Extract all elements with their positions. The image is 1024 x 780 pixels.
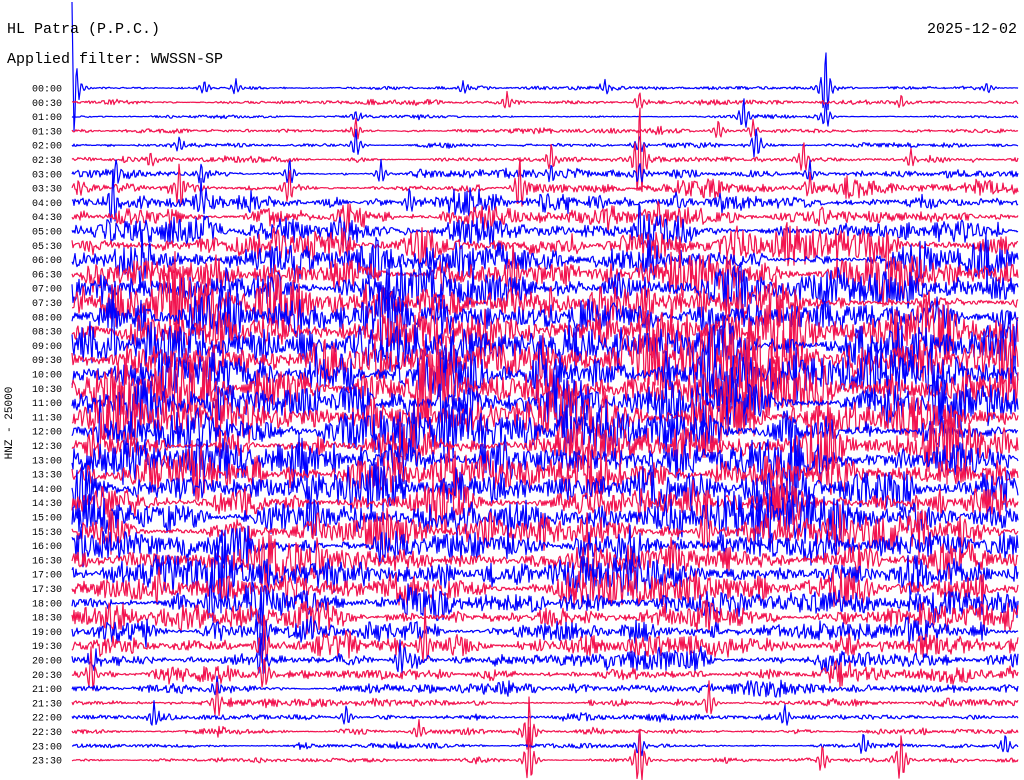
trace-13-00 xyxy=(71,421,1019,505)
trace-00-30 xyxy=(71,90,1019,109)
trace-15-00 xyxy=(71,488,1019,547)
trace-04-30 xyxy=(71,200,1019,234)
trace-19-30 xyxy=(71,607,1019,664)
row-label: 01:00 xyxy=(32,113,62,124)
trace-03-00 xyxy=(71,158,1019,184)
row-label: 21:30 xyxy=(32,699,62,710)
row-label: 04:30 xyxy=(32,213,62,224)
row-label: 02:00 xyxy=(32,142,62,153)
row-label: 23:00 xyxy=(32,742,62,753)
record-date: 2025-12-02 xyxy=(926,21,1017,38)
row-label: 06:30 xyxy=(32,270,62,281)
trace-22-00 xyxy=(71,700,1019,726)
trace-20-30 xyxy=(71,646,1019,692)
row-label: 10:00 xyxy=(32,371,62,382)
trace-08-00 xyxy=(71,268,1019,361)
row-label: 16:30 xyxy=(32,556,62,567)
y-axis-label: HNZ - 25000 xyxy=(4,387,16,460)
trace-19-00 xyxy=(71,592,1019,656)
trace-18-00 xyxy=(71,571,1019,632)
row-label: 23:30 xyxy=(32,757,62,768)
trace-20-00 xyxy=(71,632,1019,675)
trace-11-00 xyxy=(71,367,1019,432)
row-label: 08:00 xyxy=(32,313,62,324)
row-label: 14:00 xyxy=(32,485,62,496)
row-label: 20:30 xyxy=(32,671,62,682)
row-label: 07:00 xyxy=(32,285,62,296)
trace-03-30 xyxy=(71,157,1019,207)
row-label: 15:30 xyxy=(32,528,62,539)
row-label: 22:30 xyxy=(32,728,62,739)
row-label: 18:00 xyxy=(32,599,62,610)
row-label: 10:30 xyxy=(32,385,62,396)
trace-05-30 xyxy=(71,222,1019,267)
trace-01-00 xyxy=(71,98,1019,128)
row-label: 14:30 xyxy=(32,499,62,510)
row-label: 22:00 xyxy=(32,714,62,725)
trace-04-00 xyxy=(71,168,1019,223)
trace-14-00 xyxy=(71,457,1019,519)
trace-23-00 xyxy=(71,732,1019,757)
row-label: 17:00 xyxy=(32,571,62,582)
row-label: 05:30 xyxy=(32,242,62,253)
trace-15-30 xyxy=(71,490,1019,560)
station-title: HL Patra (P.P.C.) xyxy=(7,21,161,38)
trace-16-00 xyxy=(71,524,1019,569)
row-label: 05:00 xyxy=(32,228,62,239)
row-label: 20:00 xyxy=(32,657,62,668)
row-label: 00:00 xyxy=(32,85,62,96)
row-label: 11:00 xyxy=(32,399,62,410)
row-label: 16:00 xyxy=(32,542,62,553)
row-label: 04:00 xyxy=(32,199,62,210)
trace-01-30 xyxy=(71,117,1019,140)
row-label: 19:00 xyxy=(32,628,62,639)
row-label: 19:30 xyxy=(32,642,62,653)
row-label: 12:00 xyxy=(32,428,62,439)
row-label: 03:00 xyxy=(32,170,62,181)
row-label: 21:00 xyxy=(32,685,62,696)
row-label: 13:00 xyxy=(32,456,62,467)
trace-13-30 xyxy=(71,440,1019,502)
row-label: 13:30 xyxy=(32,471,62,482)
trace-12-00 xyxy=(71,395,1019,462)
row-label: 17:30 xyxy=(32,585,62,596)
row-label: 08:30 xyxy=(32,328,62,339)
row-label: 09:00 xyxy=(32,342,62,353)
row-label: 02:30 xyxy=(32,156,62,167)
trace-14-30 xyxy=(71,470,1019,534)
trace-group xyxy=(71,1,1019,780)
trace-11-30 xyxy=(71,381,1019,457)
trace-22-30 xyxy=(71,696,1019,750)
row-label-group: 00:00 00:30 01:00 01:30 02:00 02:30 03:00 03:30… xyxy=(32,85,62,768)
trace-00-00 xyxy=(71,1,1019,132)
trace-17-00 xyxy=(71,545,1019,614)
row-label: 12:30 xyxy=(32,442,62,453)
row-label: 00:30 xyxy=(32,99,62,110)
trace-02-30 xyxy=(71,107,1019,193)
row-label: 11:30 xyxy=(32,413,62,424)
row-label: 01:30 xyxy=(32,127,62,138)
row-label: 07:30 xyxy=(32,299,62,310)
trace-17-30 xyxy=(71,566,1019,608)
trace-02-00 xyxy=(71,128,1019,158)
trace-09-00 xyxy=(71,290,1019,384)
row-label: 06:00 xyxy=(32,256,62,267)
row-label: 03:30 xyxy=(32,185,62,196)
trace-21-30 xyxy=(71,680,1019,717)
row-label: 09:30 xyxy=(32,356,62,367)
trace-07-30 xyxy=(71,251,1019,353)
filter-label: Applied filter: WWSSN-SP xyxy=(7,51,224,68)
trace-21-00 xyxy=(71,675,1019,698)
row-label: 18:30 xyxy=(32,614,62,625)
row-label: 15:00 xyxy=(32,514,62,525)
trace-23-30 xyxy=(71,726,1019,780)
